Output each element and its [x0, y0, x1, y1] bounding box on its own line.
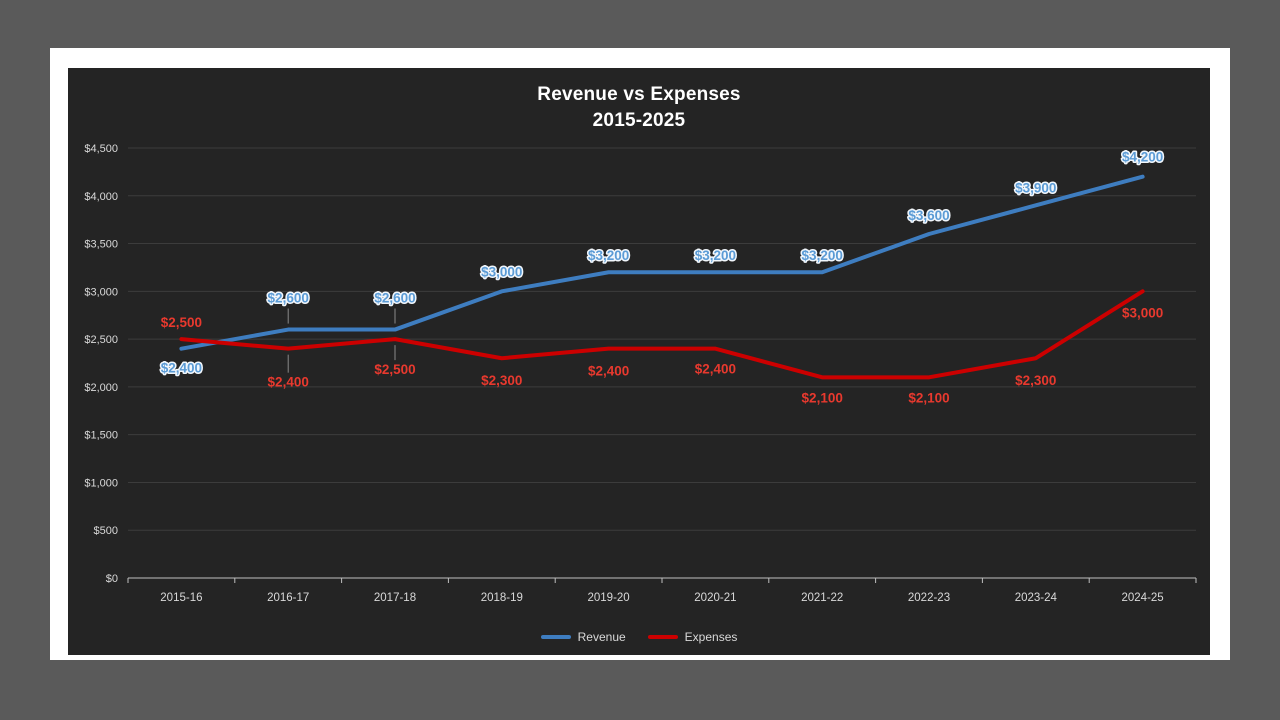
y-axis-tick-label: $4,500 [84, 143, 118, 155]
expenses-data-label: $2,500 [374, 362, 415, 377]
chart-legend: Revenue Expenses [68, 630, 1210, 644]
slide-canvas: Revenue vs Expenses 2015-2025 $0 $500 $1,0… [50, 48, 1230, 660]
y-axis-tick-label: $500 [94, 525, 118, 537]
chart-area[interactable]: Revenue vs Expenses 2015-2025 $0 $500 $1,0… [68, 68, 1210, 655]
y-axis-tick-label: $2,500 [84, 334, 118, 346]
revenue-data-label: $2,600 [374, 291, 415, 306]
x-axis-category-label: 2015-16 [160, 592, 202, 604]
x-axis-category-label: 2021-22 [801, 592, 843, 604]
revenue-data-label: $2,600 [268, 291, 309, 306]
x-axis-category-label: 2016-17 [267, 592, 309, 604]
revenue-line[interactable] [179, 174, 1145, 351]
x-axis-category-label: 2018-19 [481, 592, 523, 604]
expenses-data-label: $2,400 [268, 375, 309, 390]
expenses-data-label: $2,300 [481, 373, 522, 388]
x-axis-category-label: 2019-20 [587, 592, 629, 604]
expenses-line[interactable] [179, 289, 1145, 380]
y-axis-tick-label: $4,000 [84, 191, 118, 203]
revenue-data-label: $2,400 [161, 361, 202, 376]
revenue-data-label: $4,200 [1122, 150, 1163, 165]
x-axis-category-label: 2023-24 [1015, 592, 1058, 604]
revenue-data-label: $3,200 [588, 248, 629, 263]
x-axis-category-label: 2020-21 [694, 592, 736, 604]
expenses-data-label: $2,400 [695, 362, 736, 377]
y-axis-tick-label: $1,500 [84, 430, 118, 442]
chart-title-line1: Revenue vs Expenses [537, 84, 741, 105]
y-axis-tick-label: $3,000 [84, 286, 118, 298]
chart-plot: $0 $500 $1,000 $1,500 $2,000 $2,500 $3,000 $3,5… [84, 143, 1197, 604]
x-axis-category-label: 2017-18 [374, 592, 416, 604]
expenses-data-label: $2,400 [588, 364, 629, 379]
expenses-legend-label: Expenses [684, 630, 738, 644]
expenses-data-label: $2,100 [802, 390, 843, 405]
expenses-data-label: $3,000 [1122, 305, 1163, 320]
expenses-data-label: $2,100 [908, 390, 949, 405]
x-axis-category-label: 2022-23 [908, 592, 950, 604]
revenue-data-label: $3,200 [695, 248, 736, 263]
expenses-legend-swatch [647, 635, 678, 639]
chart-title: Revenue vs Expenses 2015-2025 [68, 82, 1210, 134]
revenue-data-label: $3,900 [1015, 180, 1056, 195]
revenue-data-label: $3,200 [802, 248, 843, 263]
revenue-legend-label: Revenue [577, 630, 626, 644]
legend-item-revenue[interactable]: Revenue [540, 630, 626, 644]
y-axis-tick-label: $0 [106, 573, 118, 585]
x-axis-category-label: 2024-25 [1121, 592, 1163, 604]
y-axis-tick-label: $2,000 [84, 382, 118, 394]
legend-item-expenses[interactable]: Expenses [647, 630, 738, 644]
y-axis-tick-label: $1,000 [84, 477, 118, 489]
expenses-data-label: $2,300 [1015, 373, 1056, 388]
expenses-data-label: $2,500 [161, 315, 202, 330]
revenue-legend-swatch [540, 635, 571, 639]
revenue-data-label: $3,000 [481, 264, 522, 279]
chart-title-line2: 2015-2025 [592, 110, 686, 131]
y-axis-tick-label: $3,500 [84, 239, 118, 251]
revenue-data-label: $3,600 [908, 208, 949, 223]
